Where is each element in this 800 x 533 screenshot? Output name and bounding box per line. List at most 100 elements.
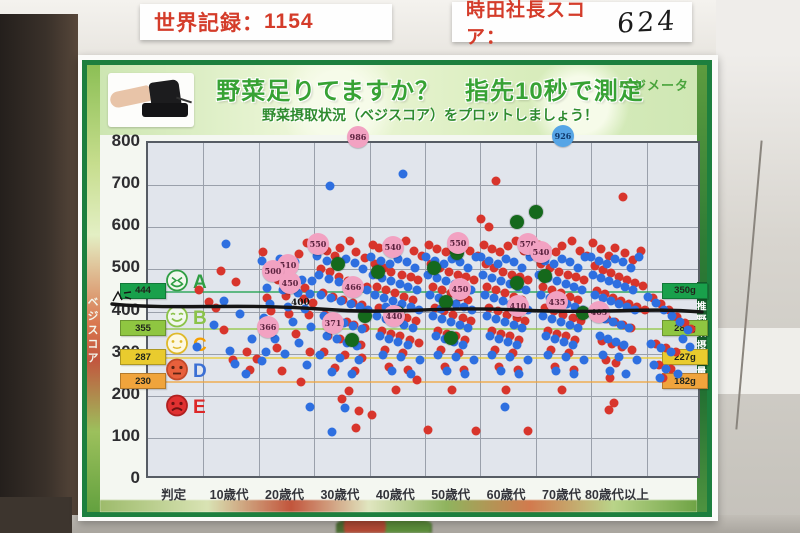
- data-point-red: [448, 310, 458, 320]
- data-point-red: [651, 339, 661, 349]
- data-point-blue: [626, 263, 636, 273]
- world-record-value: 1154: [264, 10, 314, 33]
- data-point-blue: [667, 311, 677, 321]
- data-point-red: [391, 385, 401, 395]
- data-point-blue: [608, 317, 618, 327]
- data-point-red: [576, 316, 586, 326]
- president-score-strip: 時田社長スコア： 624: [452, 0, 692, 48]
- data-point-blue: [316, 290, 326, 300]
- data-point-blue: [471, 252, 481, 262]
- y-axis-tick-label: 400: [111, 299, 140, 319]
- data-point-blue: [446, 317, 456, 327]
- data-point-blue: [230, 359, 240, 369]
- data-point-red: [614, 272, 624, 282]
- data-point-blue: [602, 259, 612, 269]
- data-point-blue: [387, 366, 397, 376]
- score-sticker: 450: [279, 272, 301, 294]
- score-sticker: 500: [262, 260, 284, 282]
- data-point-blue: [478, 270, 488, 280]
- data-point-blue: [336, 296, 346, 306]
- data-point-red: [661, 343, 671, 353]
- poster-subtitle: 野菜摂取状況（ベジスコア）をプロットしましょう！: [262, 107, 598, 123]
- data-point-blue: [441, 276, 451, 286]
- data-point-red: [666, 364, 676, 374]
- data-point-blue: [614, 352, 624, 362]
- data-point-red: [630, 278, 640, 288]
- data-point-red: [596, 244, 606, 254]
- data-point-red: [304, 310, 314, 320]
- data-point-blue: [257, 256, 267, 266]
- data-point-blue: [386, 276, 396, 286]
- grid-line-horizontal: [148, 227, 698, 229]
- data-point-red: [262, 293, 272, 303]
- data-point-blue: [573, 263, 583, 273]
- data-point-blue: [523, 355, 533, 365]
- data-point-red: [228, 355, 238, 365]
- data-point-red: [514, 335, 524, 345]
- data-point-green-large: [439, 294, 453, 309]
- grade-letter: D: [193, 360, 207, 382]
- data-point-red: [406, 272, 416, 282]
- data-point-red: [428, 282, 438, 292]
- data-point-blue: [293, 288, 303, 298]
- data-point-red: [503, 241, 513, 251]
- data-point-blue: [500, 317, 510, 327]
- data-point-red: [546, 345, 556, 355]
- data-point-red: [538, 282, 548, 292]
- data-point-blue: [619, 340, 629, 350]
- data-point-red: [424, 240, 434, 250]
- data-point-blue: [467, 305, 477, 314]
- data-point-blue: [410, 263, 420, 273]
- data-point-red: [390, 288, 400, 298]
- score-sticker: 986: [347, 126, 369, 148]
- data-point-red: [570, 335, 580, 345]
- data-point-red: [432, 244, 442, 254]
- x-axis-category-label: 40歳代: [375, 488, 415, 502]
- grid-line-vertical: [314, 143, 316, 476]
- data-point-blue: [379, 293, 389, 303]
- data-point-red: [638, 281, 648, 291]
- grade-face-icon: [166, 269, 188, 297]
- score-sticker: 550: [307, 233, 329, 255]
- data-point-red: [545, 263, 555, 273]
- data-point-blue: [634, 252, 644, 262]
- data-point-red: [489, 263, 499, 273]
- y-axis-tick-label: 0: [130, 468, 140, 487]
- data-point-blue: [463, 323, 473, 333]
- data-point-red: [380, 345, 390, 355]
- data-point-blue: [605, 366, 615, 376]
- data-point-blue: [565, 320, 575, 330]
- data-point-red: [402, 313, 412, 323]
- data-point-blue: [362, 285, 372, 295]
- data-point-blue: [327, 427, 337, 437]
- data-point-red: [466, 316, 476, 326]
- y-axis-tick-label: 500: [111, 257, 140, 277]
- data-point-blue: [552, 276, 562, 286]
- score-sticker: 405: [588, 301, 610, 323]
- data-point-blue: [551, 366, 561, 376]
- data-point-red: [606, 268, 616, 278]
- data-point-red: [501, 385, 511, 395]
- data-point-blue: [666, 347, 676, 357]
- data-point-red: [554, 267, 564, 277]
- score-sticker: 410: [507, 295, 529, 317]
- data-point-blue: [305, 289, 315, 299]
- data-point-blue: [547, 314, 557, 324]
- data-point-red: [242, 347, 252, 357]
- data-point-blue: [414, 305, 424, 314]
- data-point-red: [381, 285, 391, 295]
- data-point-blue: [388, 296, 398, 306]
- data-point-blue: [536, 290, 546, 300]
- grid-line-horizontal: [148, 185, 698, 187]
- data-point-red: [471, 426, 481, 436]
- y-axis-tick-label: 700: [111, 173, 140, 193]
- data-point-red: [330, 251, 340, 261]
- data-point-red: [523, 426, 533, 436]
- data-point-red: [672, 312, 682, 322]
- data-point-blue: [348, 321, 358, 330]
- x-axis-category-label: 80歳代以上: [584, 488, 649, 502]
- data-point-red: [590, 261, 600, 271]
- data-point-blue: [476, 252, 486, 262]
- data-point-blue: [685, 342, 695, 352]
